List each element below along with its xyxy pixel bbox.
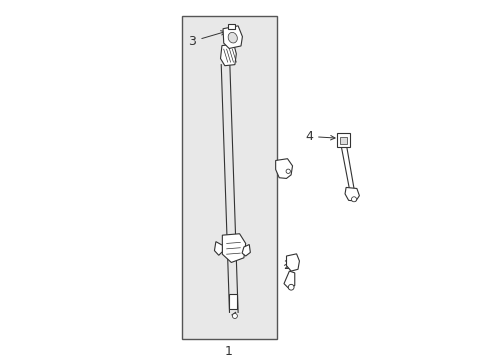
Text: 1: 1 bbox=[224, 345, 232, 358]
Polygon shape bbox=[223, 26, 242, 49]
Circle shape bbox=[288, 284, 293, 290]
Text: 3: 3 bbox=[188, 31, 225, 48]
Polygon shape bbox=[345, 188, 359, 201]
Bar bbox=[227, 24, 234, 29]
Polygon shape bbox=[336, 133, 349, 147]
Polygon shape bbox=[286, 254, 299, 271]
Text: 4: 4 bbox=[305, 130, 334, 143]
Text: 2: 2 bbox=[283, 259, 290, 272]
Polygon shape bbox=[214, 242, 222, 255]
Circle shape bbox=[285, 169, 290, 174]
Polygon shape bbox=[222, 234, 245, 262]
Polygon shape bbox=[275, 159, 292, 179]
Bar bbox=[339, 137, 346, 144]
Polygon shape bbox=[242, 244, 250, 256]
Bar bbox=[229, 294, 236, 309]
Circle shape bbox=[232, 314, 237, 319]
Bar bbox=[182, 16, 276, 339]
Polygon shape bbox=[284, 271, 294, 289]
Polygon shape bbox=[220, 44, 236, 66]
Circle shape bbox=[351, 197, 356, 202]
Ellipse shape bbox=[228, 32, 237, 43]
